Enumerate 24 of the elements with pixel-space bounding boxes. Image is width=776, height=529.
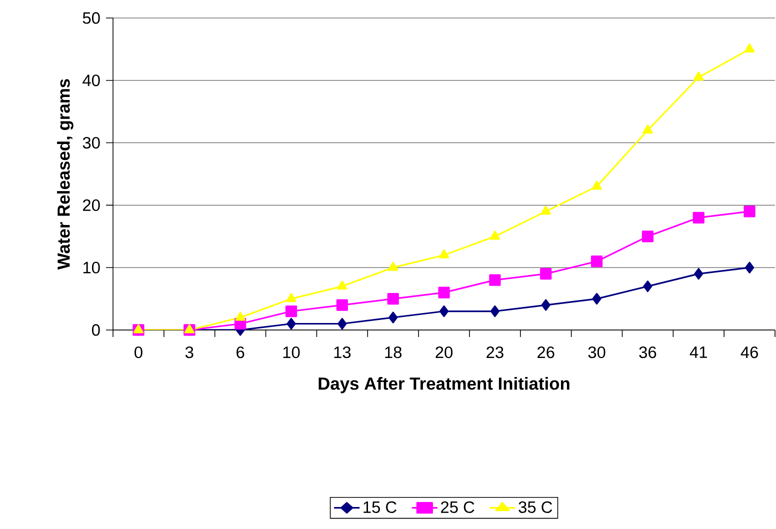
x-axis-title: Days After Treatment Initiation bbox=[318, 376, 570, 394]
y-tick-label: 10 bbox=[83, 262, 100, 274]
x-tick-label: 46 bbox=[740, 346, 758, 358]
y-tick-label: 30 bbox=[82, 136, 100, 149]
x-tick-label: 36 bbox=[639, 346, 656, 358]
x-tick-label: 13 bbox=[334, 346, 351, 358]
y-tick-label: 40 bbox=[82, 74, 100, 86]
x-tick-label: 30 bbox=[588, 346, 606, 358]
legend-label: 35 C bbox=[518, 501, 552, 513]
y-tick-label: 20 bbox=[83, 199, 100, 212]
x-tick-label: 6 bbox=[236, 346, 244, 358]
legend-label: 25 C bbox=[441, 501, 474, 513]
y-tick-label: 0 bbox=[92, 324, 100, 336]
y-tick-label: 50 bbox=[82, 12, 100, 24]
x-tick-label: 0 bbox=[134, 346, 142, 358]
x-tick-label: 18 bbox=[385, 346, 402, 358]
legend-label: 15 C bbox=[364, 501, 396, 513]
y-axis-title: Water Released, grams bbox=[57, 79, 74, 270]
x-tick-label: 20 bbox=[436, 346, 453, 358]
x-tick-label: 41 bbox=[690, 346, 707, 358]
x-tick-label: 23 bbox=[486, 346, 504, 358]
x-tick-label: 10 bbox=[283, 346, 300, 358]
x-tick-label: 26 bbox=[538, 346, 554, 358]
x-tick-label: 3 bbox=[185, 346, 194, 358]
